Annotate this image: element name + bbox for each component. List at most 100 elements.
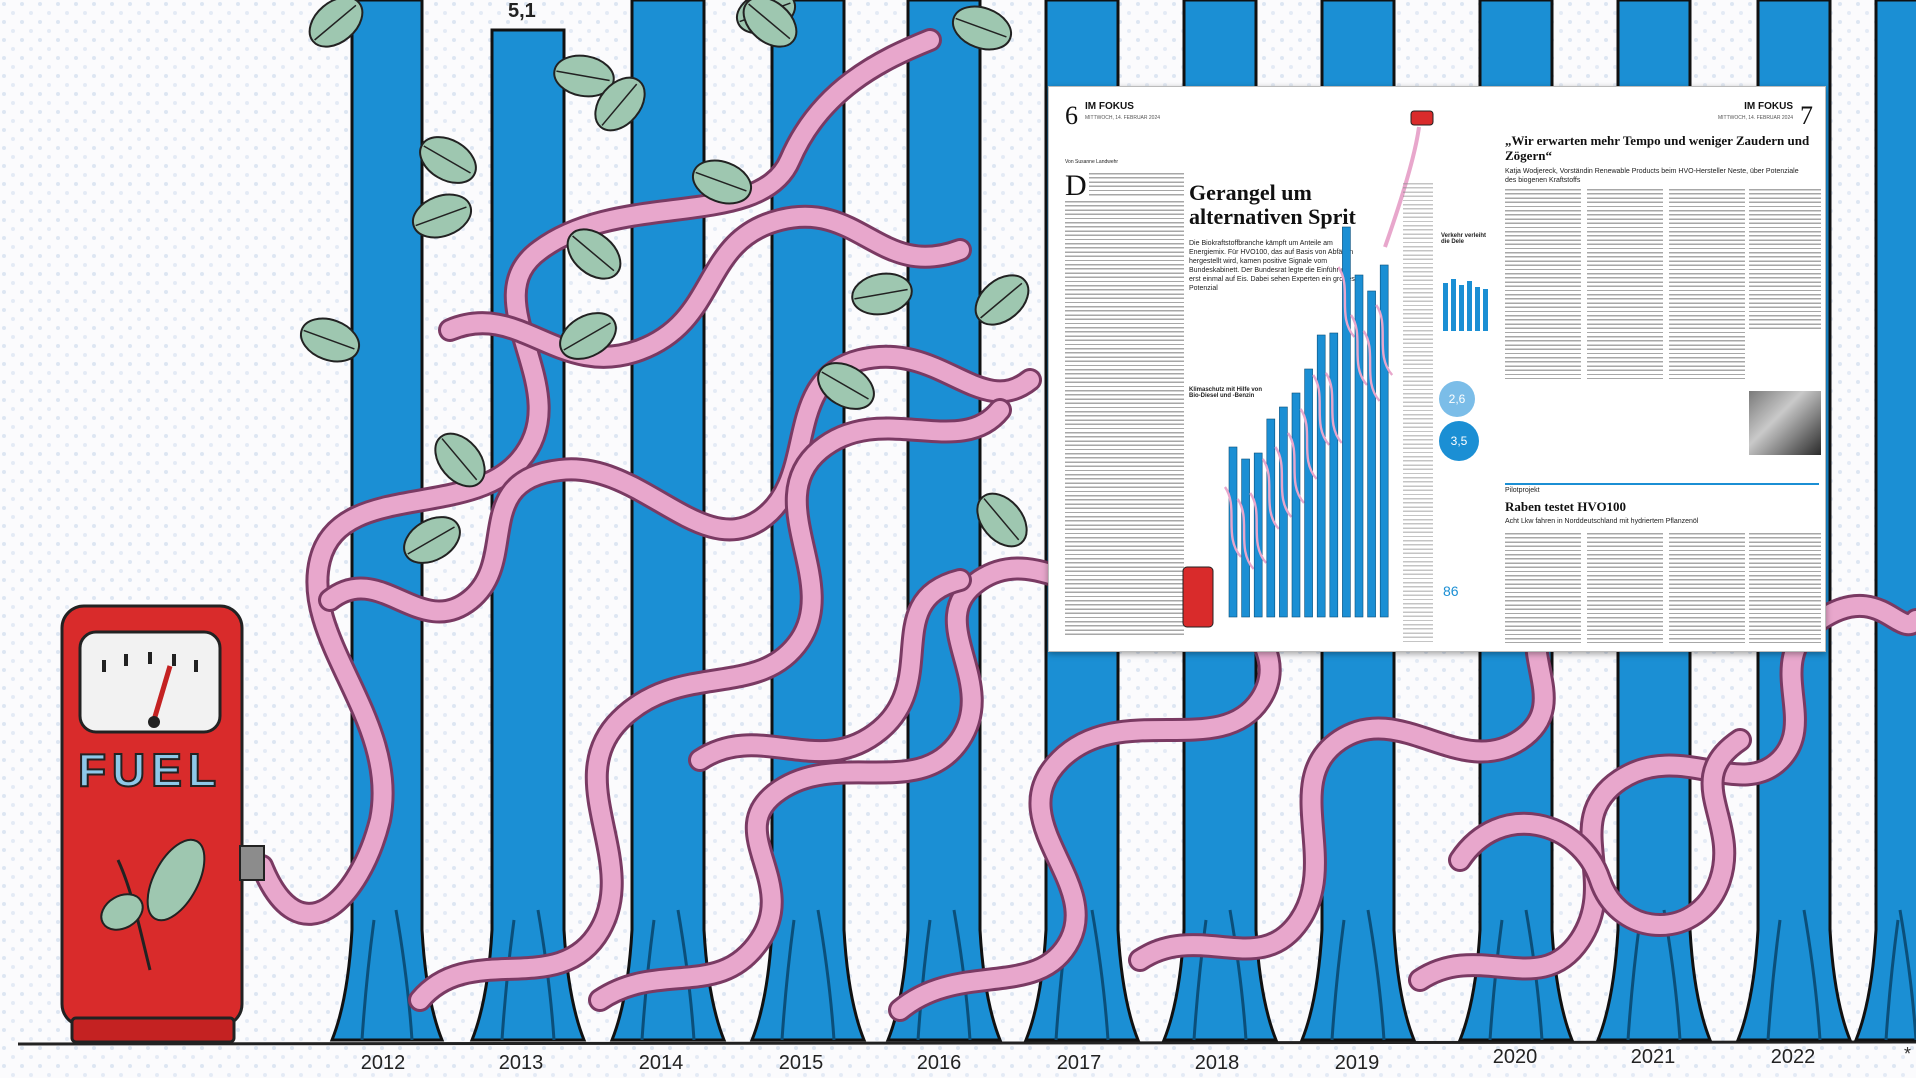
- leaf-vein: [854, 288, 908, 300]
- hose: [253, 31, 939, 923]
- leaf-vein: [423, 145, 471, 174]
- fuel-pump: FUEL: [60, 604, 265, 1044]
- leaf-icon: [559, 312, 617, 360]
- mini-hose: [1349, 314, 1368, 386]
- tree-bar: [469, 28, 587, 1042]
- hose: [441, 207, 969, 366]
- leaf-icon: [817, 362, 875, 410]
- leaf-vein: [556, 70, 610, 82]
- leaf-icon: [403, 516, 461, 564]
- leaf-icon: [974, 274, 1030, 326]
- leaf-icon: [691, 159, 753, 205]
- subhead: Katja Wodjereck, Vorständin Renewable Pr…: [1505, 168, 1799, 184]
- mini-bar: [1253, 452, 1263, 618]
- leaves: [299, 0, 1030, 564]
- tree-bar: [1853, 0, 1916, 1042]
- tree-root-line: [360, 919, 376, 1041]
- tree-root-line: [816, 909, 836, 1041]
- leaf-icon: [553, 54, 615, 98]
- leaf-vein: [441, 438, 478, 481]
- article-text: [1505, 533, 1581, 643]
- deck: Die Biokraftstoffbranche kämpft um Antei…: [1189, 240, 1355, 292]
- year-label: 2013: [498, 1052, 544, 1074]
- leaf-vein: [601, 83, 638, 126]
- drop-cap: D: [1065, 169, 1087, 202]
- leaf-icon: [299, 317, 361, 363]
- article-text: [1749, 189, 1821, 329]
- chart-caption: Klimaschutz mit Hilfe von Bio-Diesel und…: [1189, 387, 1263, 399]
- leaf-icon: [976, 492, 1028, 548]
- newspaper-spread: 6 IM FOKUS MITTWOCH, 14. FEBRUAR 2024 Vo…: [1048, 86, 1826, 652]
- article-text: [1403, 183, 1433, 643]
- mini-bar: [1379, 264, 1389, 618]
- mini-bar: [1329, 332, 1339, 618]
- article-text: [1505, 189, 1581, 379]
- year-label: 2016: [916, 1052, 962, 1074]
- year-label: 2012: [360, 1052, 406, 1074]
- tree-root-line: [1802, 909, 1822, 1041]
- article-text: [1749, 533, 1821, 643]
- leaf-icon: [434, 432, 486, 488]
- year-label: 2018: [1194, 1052, 1240, 1074]
- mini-hose: [1299, 408, 1318, 480]
- footnote-mark: *: [1904, 1044, 1912, 1064]
- mini-bar: [1266, 418, 1276, 618]
- leaf-vein: [748, 3, 791, 40]
- leaf-vein: [695, 171, 747, 192]
- mini-bar: [1354, 274, 1364, 618]
- tree-root-line: [1228, 909, 1248, 1041]
- mini-hose: [1236, 498, 1255, 570]
- article-text: [1669, 189, 1745, 379]
- hose: [591, 559, 1149, 1009]
- gauge-needle: [151, 665, 173, 721]
- year-label: 2022: [1770, 1046, 1816, 1068]
- leaf-icon: [419, 136, 477, 184]
- leaf-vein: [572, 235, 615, 272]
- mini-hose: [1337, 266, 1356, 338]
- mini-bar: [1316, 334, 1326, 618]
- year-label: 2020: [1492, 1046, 1538, 1068]
- value-label: 5,1: [508, 0, 536, 22]
- mini-bar: [1291, 392, 1301, 618]
- subhead-2: Acht Lkw fahren in Norddeutschland mit h…: [1505, 518, 1699, 525]
- headline: Gerangel um alternativen Sprit: [1189, 180, 1356, 229]
- hose: [1451, 731, 1749, 934]
- interview-photo: [1749, 391, 1821, 455]
- newspaper-right-page: 7 IM FOKUS MITTWOCH, 14. FEBRUAR 2024 Ve…: [1437, 87, 1825, 651]
- leaf-vein: [980, 282, 1023, 319]
- headline-2: Raben testet HVO100: [1505, 499, 1627, 514]
- mini-hose: [1223, 486, 1242, 558]
- page-meta: MITTWOCH, 14. FEBRUAR 2024: [1717, 115, 1793, 121]
- leaf-icon: [594, 76, 646, 132]
- mini-bar: [1304, 368, 1313, 618]
- tree-root-line: [1192, 919, 1208, 1041]
- mini-hose: [1274, 446, 1293, 518]
- leaf-icon: [308, 0, 364, 48]
- hose: [321, 347, 1039, 621]
- hose: [411, 401, 1009, 1009]
- headline: „Wir erwarten mehr Tempo und weniger Zau…: [1505, 133, 1810, 163]
- stat-bubble: 2,6: [1439, 381, 1475, 417]
- tree-root-line: [916, 919, 932, 1041]
- leaf-icon: [951, 5, 1013, 51]
- article-text: [1089, 173, 1184, 197]
- mini-nozzle: [1410, 110, 1434, 126]
- leaf-vein: [407, 526, 455, 555]
- leaf-vein: [563, 322, 611, 351]
- year-label: 2019: [1334, 1052, 1380, 1074]
- tree-root-line: [1090, 909, 1110, 1041]
- hose: [691, 571, 969, 769]
- hose: [891, 551, 1279, 1019]
- article-text: [1587, 533, 1663, 643]
- section-rule: [1505, 483, 1819, 485]
- article-text: [1587, 189, 1663, 379]
- leaf-vein: [303, 329, 355, 350]
- mini-hose: [1312, 374, 1331, 446]
- page-number: 7: [1800, 101, 1813, 130]
- tree-root-line: [780, 919, 796, 1041]
- mini-inset-chart: [1443, 279, 1488, 331]
- tree-root-line: [394, 909, 414, 1041]
- tree-root-line: [1488, 919, 1504, 1041]
- pump-leaf-icon: [100, 893, 144, 931]
- year-label: 2021: [1630, 1046, 1676, 1068]
